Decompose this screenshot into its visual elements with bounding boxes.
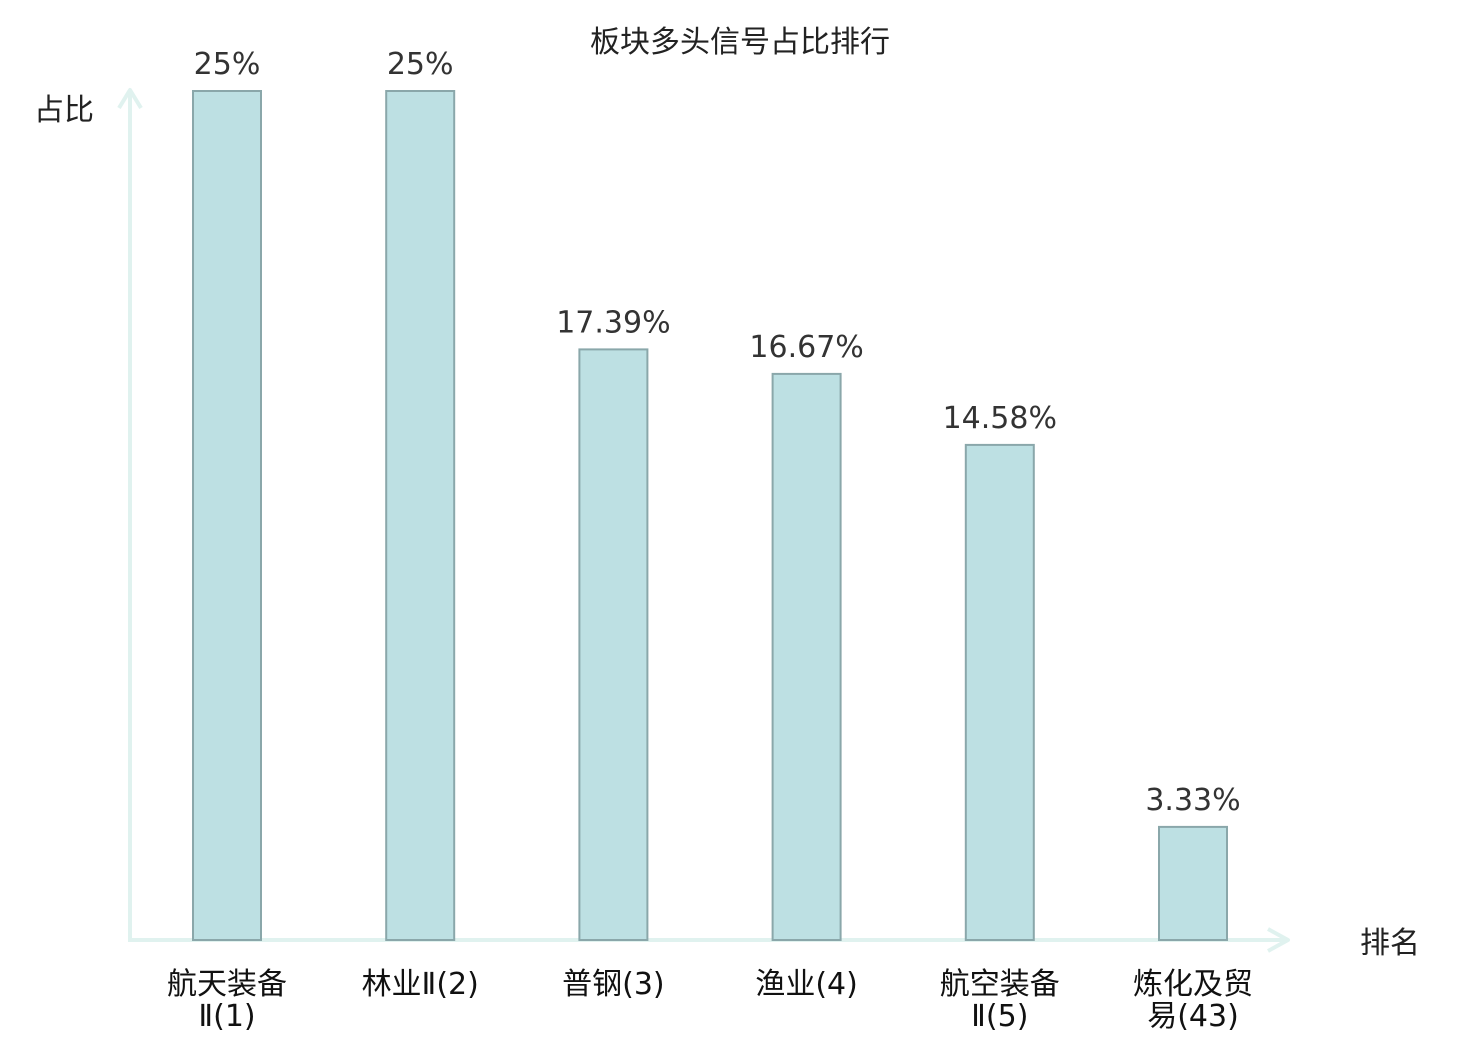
- chart-title: 板块多头信号占比排行: [590, 25, 890, 60]
- category-label-5-line-2: Ⅱ(5): [971, 999, 1028, 1034]
- bar-1: [192, 90, 262, 941]
- category-label-6-line-2: 易(43): [1147, 999, 1239, 1034]
- category-label-3-line-1: 普钢(3): [562, 967, 665, 1002]
- category-label-6-line-1: 炼化及贸: [1133, 967, 1253, 1002]
- category-label-2-line-1: 林业Ⅱ(2): [362, 967, 479, 1002]
- y-axis-arrow: [117, 88, 143, 110]
- category-label-1-line-1: 航天装备: [167, 967, 287, 1002]
- category-label-4-line-1: 渔业(4): [755, 967, 858, 1002]
- value-label-6: 3.33%: [1145, 783, 1240, 818]
- bar-4: [771, 372, 842, 941]
- value-labels-group: 25% 25% 17.39% 16.67% 14.58% 3.33%: [194, 47, 1241, 818]
- value-label-2: 25%: [387, 47, 454, 82]
- value-label-5: 14.58%: [943, 401, 1057, 436]
- value-label-4: 16.67%: [749, 330, 863, 365]
- bars-group: [192, 90, 1228, 942]
- y-axis-label: 占比: [34, 93, 94, 128]
- category-label-5-line-1: 航空装备: [940, 967, 1060, 1002]
- bar-2: [385, 90, 456, 941]
- category-label-1-line-2: Ⅱ(1): [198, 999, 255, 1034]
- x-axis-label: 排名: [1360, 926, 1420, 961]
- bar-3: [578, 348, 649, 941]
- value-label-1: 25%: [194, 47, 261, 82]
- value-label-3: 17.39%: [556, 305, 670, 340]
- bar-5: [964, 443, 1035, 941]
- x-axis-arrow: [1267, 927, 1290, 953]
- bar-6: [1158, 825, 1228, 942]
